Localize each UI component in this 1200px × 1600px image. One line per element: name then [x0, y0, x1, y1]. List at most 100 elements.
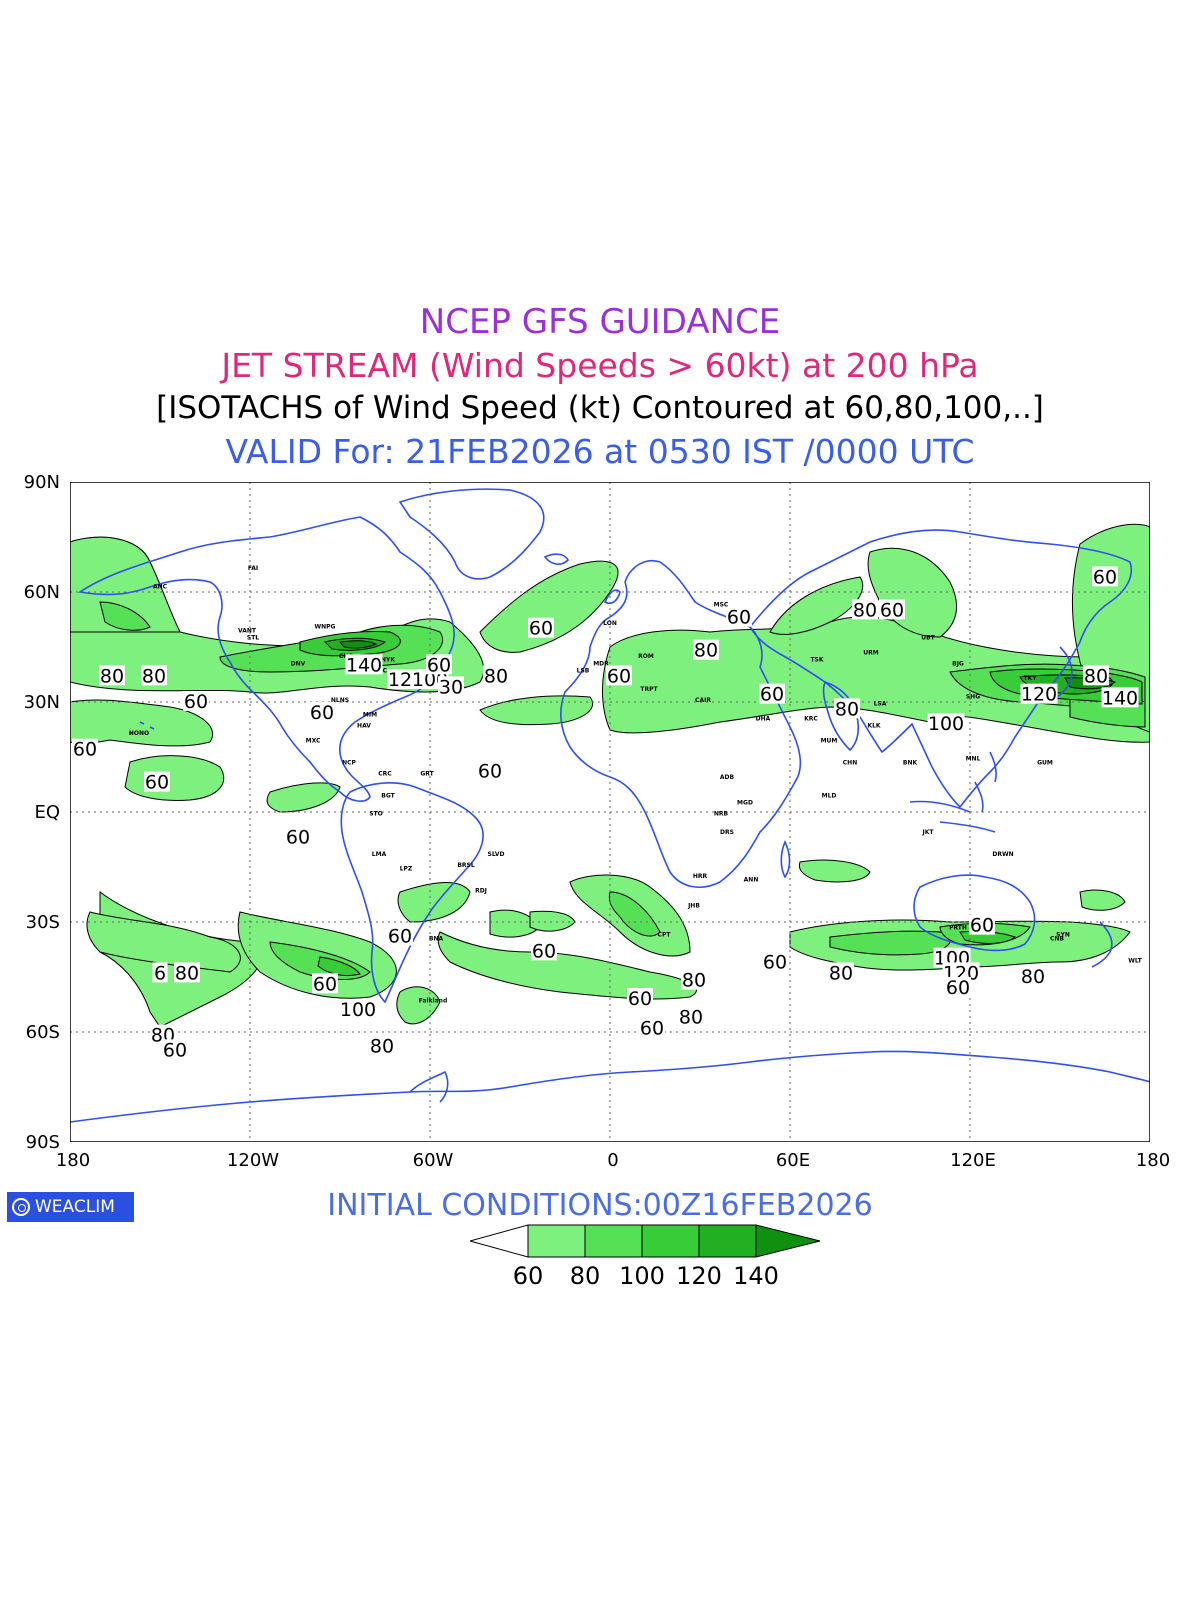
contour-label: 60	[969, 914, 995, 937]
contour-label-text: 140	[346, 654, 382, 676]
contour-label-bg	[945, 977, 971, 997]
contour-label-text: 60	[970, 915, 994, 937]
contour-label: 100	[927, 713, 965, 735]
city-label: FAI	[248, 565, 258, 572]
contour-label-text: 80	[1084, 665, 1108, 687]
lat-label-30s: 30S	[25, 912, 60, 933]
city-label: ROM	[638, 653, 654, 660]
contour-label-text: 60	[607, 665, 631, 687]
contour-label: 120	[1020, 683, 1058, 706]
legend-120-140	[698, 1224, 757, 1258]
title-contours: [ISOTACHS of Wind Speed (kt) Contoured a…	[156, 390, 1044, 426]
city-label: DRWN	[992, 851, 1013, 858]
contour-label-bg	[312, 973, 338, 994]
contour-label: 140	[1101, 687, 1139, 709]
contour-label-bg	[1101, 687, 1139, 708]
city-label: NCP	[342, 759, 356, 766]
contour-label: 80	[141, 665, 167, 687]
city-label: BJG	[952, 660, 964, 667]
contour-label-text: 60	[529, 618, 553, 640]
legend-label-100: 100	[619, 1262, 665, 1290]
contour-label: 60	[945, 977, 971, 999]
weaclim-logo: WEACLIM	[7, 1192, 134, 1222]
city-label: BNA	[429, 935, 444, 942]
contour-label: 100	[339, 999, 377, 1021]
contour-label: 60	[162, 1039, 188, 1061]
city-label: MLD	[822, 792, 837, 799]
contour-label-text: 6	[154, 962, 166, 984]
contour-label-text: 60	[763, 951, 787, 973]
contour-label-text: 80	[142, 665, 166, 687]
city-label: ANC	[153, 583, 168, 590]
city-label: SHG	[966, 693, 980, 700]
city-label: PRTH	[949, 924, 967, 931]
contour-label-bg	[426, 654, 452, 675]
contour-label-text: 60	[640, 1017, 664, 1039]
contour-label-bg	[483, 665, 509, 686]
contour-label-text: 60	[532, 940, 556, 962]
city-label: LON	[603, 620, 617, 627]
city-label: GRT	[420, 770, 434, 777]
contour-label: 60	[1092, 566, 1118, 588]
city-label: MXC	[306, 737, 321, 744]
initial-conditions: INITIAL CONDITIONS:00Z16FEB2026	[327, 1188, 873, 1223]
contour-label-text: 100	[928, 713, 964, 735]
city-label: CNB	[1050, 935, 1064, 942]
contour-label: 60	[309, 702, 335, 724]
legend-label-80: 80	[569, 1262, 601, 1290]
contour-label-bg	[681, 969, 707, 990]
contour-label-text: 60	[478, 761, 502, 783]
contour-label-text: 60	[727, 607, 751, 629]
city-label: TRPT	[640, 686, 658, 693]
city-label: BGT	[381, 792, 395, 799]
contour-label-bg	[834, 698, 860, 719]
city-label: NLNS	[331, 697, 349, 704]
contour-label: 30	[438, 676, 464, 698]
city-label: LSB	[577, 668, 590, 675]
contour-label-text: 60	[628, 988, 652, 1010]
city-label: VANT	[238, 627, 257, 634]
city-label: NYK	[381, 657, 395, 664]
city-label: LMA	[372, 851, 387, 858]
lon-label-120w: 120W	[226, 1150, 280, 1171]
contour-label-text: 80	[679, 1006, 703, 1028]
contour-label-text: 60	[310, 702, 334, 724]
contour-label: 80	[852, 599, 878, 621]
legend-label-140: 140	[733, 1262, 779, 1290]
contour-label-bg	[144, 771, 170, 792]
contour-label: 80	[174, 962, 200, 984]
contour-label: 60	[879, 599, 905, 621]
contour-label-bg	[477, 760, 503, 781]
city-label: RDJ	[475, 888, 487, 895]
city-label: MNL	[966, 756, 981, 763]
contour-label: 80	[1020, 966, 1046, 988]
city-label: NRB	[714, 811, 729, 818]
contour-label-text: 60	[760, 684, 784, 706]
contour-label-bg	[828, 962, 854, 983]
contour-label-bg	[174, 962, 200, 983]
contour-label-bg	[606, 665, 632, 686]
city-label: MIM	[363, 712, 377, 719]
contour-label: 60	[285, 826, 311, 849]
city-label: DNV	[291, 660, 306, 667]
city-label: HRR	[693, 873, 708, 880]
city-label: WLT	[1128, 957, 1142, 964]
legend-label-120: 120	[676, 1262, 722, 1290]
contour-label: 60	[531, 940, 557, 962]
city-label: WNPG	[315, 624, 336, 631]
city-label: LSA	[874, 701, 887, 708]
contour-label: 80	[369, 1035, 395, 1058]
contour-label-bg	[1092, 566, 1118, 587]
contour-label-text: 60	[427, 654, 451, 676]
contour-label-text: 60	[73, 739, 97, 761]
contour-label: 60	[387, 925, 413, 948]
contour-label: 80	[693, 639, 719, 662]
contour-label-bg	[627, 988, 653, 1008]
contour-label-bg	[285, 826, 311, 847]
contour-label-bg	[309, 702, 335, 722]
contour-label-bg	[162, 1039, 188, 1060]
contour-label-text: 80	[682, 970, 706, 992]
contour-label: 60	[144, 771, 170, 794]
contour-label: 60	[183, 691, 209, 713]
